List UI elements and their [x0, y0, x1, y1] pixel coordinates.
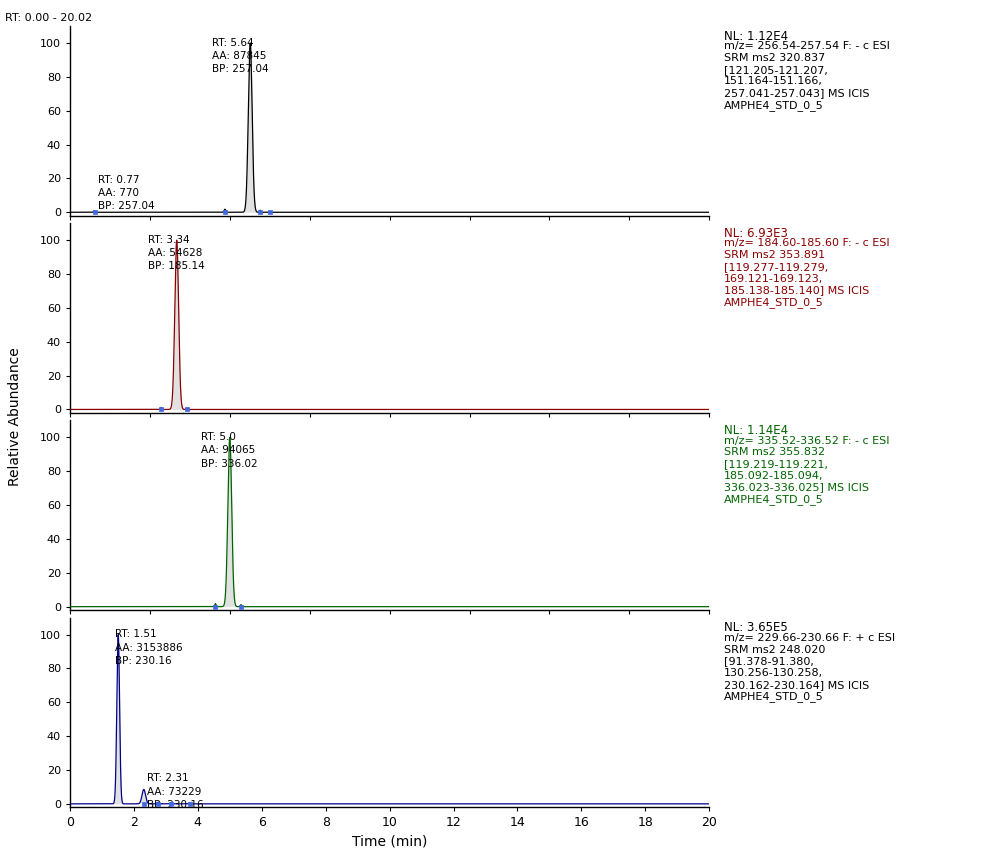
Text: 230.162-230.164] MS ICIS: 230.162-230.164] MS ICIS — [724, 680, 869, 690]
X-axis label: Time (min): Time (min) — [352, 835, 428, 849]
Text: NL: 3.65E5: NL: 3.65E5 — [724, 621, 788, 635]
Text: m/z= 184.60-185.60 F: - c ESI: m/z= 184.60-185.60 F: - c ESI — [724, 239, 890, 248]
Text: AMPHE4_STD_0_5: AMPHE4_STD_0_5 — [724, 297, 824, 308]
Text: RT: 5.64
AA: 87845
BP: 257.04: RT: 5.64 AA: 87845 BP: 257.04 — [212, 38, 269, 75]
Text: 151.164-151.166,: 151.164-151.166, — [724, 76, 823, 87]
Text: [121.205-121.207,: [121.205-121.207, — [724, 65, 828, 75]
Text: RT: 5.0
AA: 94065
BP: 336.02: RT: 5.0 AA: 94065 BP: 336.02 — [201, 432, 258, 469]
Text: 169.121-169.123,: 169.121-169.123, — [724, 273, 823, 284]
Text: RT: 0.77
AA: 770
BP: 257.04: RT: 0.77 AA: 770 BP: 257.04 — [98, 175, 155, 212]
Text: AMPHE4_STD_0_5: AMPHE4_STD_0_5 — [724, 494, 824, 505]
Text: m/z= 229.66-230.66 F: + c ESI: m/z= 229.66-230.66 F: + c ESI — [724, 633, 895, 643]
Text: [119.219-119.221,: [119.219-119.221, — [724, 459, 828, 469]
Text: SRM ms2 248.020: SRM ms2 248.020 — [724, 645, 825, 654]
Text: m/z= 335.52-336.52 F: - c ESI: m/z= 335.52-336.52 F: - c ESI — [724, 436, 890, 445]
Text: 336.023-336.025] MS ICIS: 336.023-336.025] MS ICIS — [724, 483, 869, 492]
Text: NL: 6.93E3: NL: 6.93E3 — [724, 227, 788, 240]
Text: RT: 3.34
AA: 54628
BP: 185.14: RT: 3.34 AA: 54628 BP: 185.14 — [148, 235, 205, 272]
Text: RT: 0.00 - 20.02: RT: 0.00 - 20.02 — [5, 13, 92, 23]
Text: SRM ms2 355.832: SRM ms2 355.832 — [724, 447, 825, 457]
Text: NL: 1.14E4: NL: 1.14E4 — [724, 424, 788, 437]
Text: [91.378-91.380,: [91.378-91.380, — [724, 656, 814, 667]
Text: AMPHE4_STD_0_5: AMPHE4_STD_0_5 — [724, 100, 824, 111]
Text: AMPHE4_STD_0_5: AMPHE4_STD_0_5 — [724, 692, 824, 702]
Text: 185.138-185.140] MS ICIS: 185.138-185.140] MS ICIS — [724, 286, 869, 295]
Text: NL: 1.12E4: NL: 1.12E4 — [724, 30, 788, 43]
Text: m/z= 256.54-257.54 F: - c ESI: m/z= 256.54-257.54 F: - c ESI — [724, 41, 890, 51]
Text: Relative Abundance: Relative Abundance — [8, 347, 22, 486]
Text: RT: 2.31
AA: 73229
BP: 230.16: RT: 2.31 AA: 73229 BP: 230.16 — [147, 773, 204, 810]
Text: [119.277-119.279,: [119.277-119.279, — [724, 262, 828, 272]
Text: RT: 1.51
AA: 3153886
BP: 230.16: RT: 1.51 AA: 3153886 BP: 230.16 — [115, 629, 183, 666]
Text: 130.256-130.258,: 130.256-130.258, — [724, 668, 823, 678]
Text: 185.092-185.094,: 185.092-185.094, — [724, 470, 824, 481]
Text: 257.041-257.043] MS ICIS: 257.041-257.043] MS ICIS — [724, 88, 870, 98]
Text: SRM ms2 353.891: SRM ms2 353.891 — [724, 250, 825, 260]
Text: SRM ms2 320.837: SRM ms2 320.837 — [724, 53, 825, 63]
